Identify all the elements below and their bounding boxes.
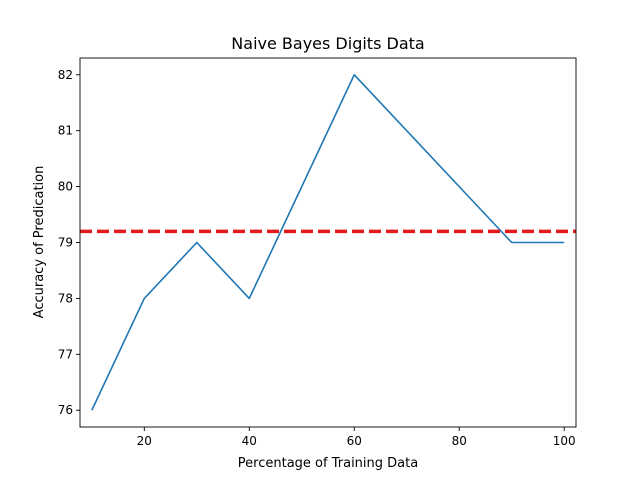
x-tick-label: 40: [242, 434, 257, 448]
y-tick-label: 78: [58, 291, 73, 305]
x-tick-label: 80: [452, 434, 467, 448]
y-axis-label: Accuracy of Predication: [32, 166, 47, 319]
x-tick-label: 100: [553, 434, 576, 448]
chart-title: Naive Bayes Digits Data: [231, 34, 424, 53]
series-line-1: [91, 73, 565, 411]
plot-area: 20 40 60 80 100 76 77 78 79 80 81 82: [58, 57, 577, 448]
x-tick-label: 20: [137, 434, 152, 448]
y-tick-label: 80: [58, 180, 73, 194]
y-tick-label: 79: [58, 236, 73, 250]
x-axis-label: Percentage of Training Data: [238, 456, 418, 471]
y-tick-label: 82: [58, 68, 73, 82]
y-tick-label: 81: [58, 124, 73, 138]
y-tick-label: 76: [58, 403, 73, 417]
x-tick-label: 60: [347, 434, 362, 448]
y-tick-label: 77: [58, 347, 73, 361]
